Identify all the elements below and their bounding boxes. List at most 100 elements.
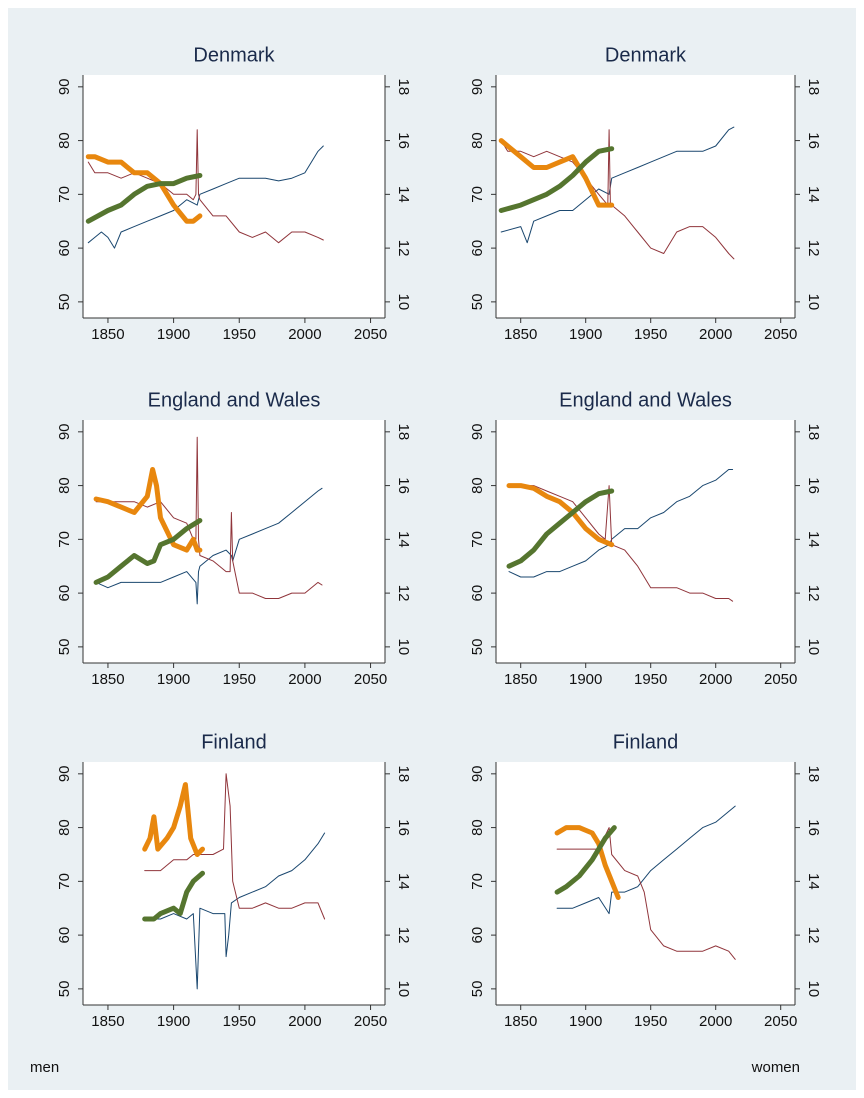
series-line <box>95 436 323 599</box>
y2-tick-label: 16 <box>395 819 412 836</box>
y-tick-label: 60 <box>56 585 73 602</box>
panel-title: Denmark <box>605 44 687 66</box>
y-tick-label: 50 <box>469 639 486 656</box>
series-line <box>498 146 615 213</box>
y-tick-label: 50 <box>56 639 73 656</box>
y2-tick-label: 12 <box>805 240 822 257</box>
y-tick-label: 90 <box>469 423 486 440</box>
x-tick-label: 2050 <box>764 1013 797 1030</box>
x-tick-label: 2050 <box>764 671 797 688</box>
y2-tick-label: 10 <box>805 294 822 311</box>
x-tick-label: 1850 <box>91 326 124 343</box>
y-tick-label: 80 <box>469 477 486 494</box>
y-tick-label: 90 <box>56 78 73 95</box>
y-tick-label: 90 <box>469 765 486 782</box>
y-tick-label: 80 <box>56 477 73 494</box>
x-tick-label: 1950 <box>223 1013 256 1030</box>
y2-tick-label: 16 <box>805 819 822 836</box>
y-tick-label: 70 <box>56 186 73 203</box>
x-tick-label: 1950 <box>223 326 256 343</box>
y-tick-label: 80 <box>56 132 73 149</box>
x-tick-label: 2000 <box>288 326 321 343</box>
y2-tick-label: 12 <box>805 927 822 944</box>
series-line <box>144 832 326 990</box>
y-tick-label: 70 <box>469 531 486 548</box>
plot-area <box>83 420 385 663</box>
x-tick-label: 1900 <box>569 1013 602 1030</box>
panel-title: England and Wales <box>148 389 321 411</box>
y2-tick-label: 10 <box>395 981 412 998</box>
x-tick-label: 1950 <box>223 671 256 688</box>
series-line <box>554 825 617 895</box>
series-line <box>500 126 735 244</box>
y-tick-label: 60 <box>469 240 486 257</box>
y-tick-label: 50 <box>469 294 486 311</box>
y2-tick-label: 10 <box>805 639 822 656</box>
y2-tick-label: 18 <box>395 78 412 95</box>
x-tick-label: 1950 <box>634 671 667 688</box>
series-line <box>93 467 203 553</box>
series-line <box>85 173 203 224</box>
y-tick-label: 90 <box>56 423 73 440</box>
y-tick-label: 80 <box>469 132 486 149</box>
y2-tick-label: 14 <box>395 186 412 203</box>
series-line <box>85 154 203 224</box>
footer-left: men <box>30 1059 59 1076</box>
y-tick-label: 50 <box>469 981 486 998</box>
y2-tick-label: 16 <box>805 477 822 494</box>
series-line <box>144 773 326 920</box>
y-tick-label: 70 <box>469 186 486 203</box>
y-tick-label: 90 <box>469 78 486 95</box>
x-tick-label: 2000 <box>699 326 732 343</box>
x-tick-label: 1900 <box>157 1013 190 1030</box>
y-tick-label: 60 <box>56 240 73 257</box>
series-line <box>506 488 615 569</box>
panel-title: Finland <box>201 731 267 753</box>
x-tick-label: 2050 <box>354 326 387 343</box>
y-tick-label: 50 <box>56 981 73 998</box>
x-tick-label: 1900 <box>157 326 190 343</box>
y2-tick-label: 18 <box>805 78 822 95</box>
y2-tick-label: 10 <box>395 294 412 311</box>
y2-tick-label: 18 <box>395 765 412 782</box>
y2-tick-label: 18 <box>805 423 822 440</box>
plot-area <box>496 420 795 663</box>
series-line <box>498 138 615 208</box>
y2-tick-label: 14 <box>805 531 822 548</box>
x-tick-label: 2050 <box>354 671 387 688</box>
y-tick-label: 60 <box>469 927 486 944</box>
series-line <box>142 782 205 857</box>
y2-tick-label: 10 <box>395 639 412 656</box>
y-tick-label: 60 <box>469 585 486 602</box>
y-tick-label: 80 <box>469 819 486 836</box>
series-line <box>508 469 734 578</box>
x-tick-label: 1850 <box>504 326 537 343</box>
plot-area <box>496 762 795 1005</box>
series-line <box>93 518 203 585</box>
x-tick-label: 2050 <box>354 1013 387 1030</box>
y2-tick-label: 14 <box>395 873 412 890</box>
x-tick-label: 1950 <box>634 326 667 343</box>
x-tick-label: 1900 <box>569 326 602 343</box>
x-tick-label: 1850 <box>91 1013 124 1030</box>
y-tick-label: 70 <box>56 531 73 548</box>
series-line <box>142 870 205 922</box>
y2-tick-label: 12 <box>805 585 822 602</box>
plot-area <box>83 762 385 1005</box>
series-line <box>506 483 615 548</box>
y2-tick-label: 14 <box>805 186 822 203</box>
series-line <box>87 145 324 249</box>
y2-tick-label: 16 <box>805 132 822 149</box>
y-tick-label: 80 <box>56 819 73 836</box>
x-tick-label: 1850 <box>504 1013 537 1030</box>
y-tick-label: 60 <box>56 927 73 944</box>
x-tick-label: 2000 <box>288 1013 321 1030</box>
y-tick-label: 50 <box>56 294 73 311</box>
series-line <box>554 825 621 900</box>
series-line <box>95 487 323 605</box>
panel-title: Finland <box>613 731 679 753</box>
y2-tick-label: 10 <box>805 981 822 998</box>
y2-tick-label: 14 <box>805 873 822 890</box>
y2-tick-label: 16 <box>395 132 412 149</box>
